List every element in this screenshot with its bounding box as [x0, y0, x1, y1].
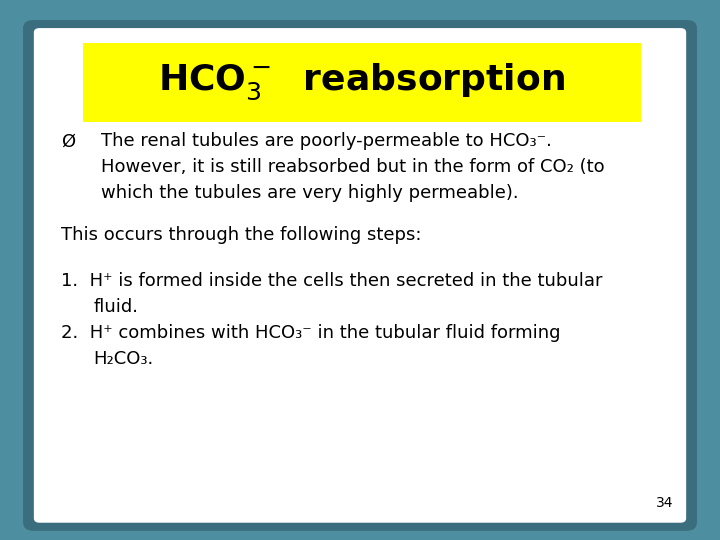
Text: HCO$_3^-$  reabsorption: HCO$_3^-$ reabsorption — [158, 62, 565, 103]
Text: 2.  H⁺ combines with HCO₃⁻ in the tubular fluid forming: 2. H⁺ combines with HCO₃⁻ in the tubular… — [61, 324, 561, 342]
Text: 1.  H⁺ is formed inside the cells then secreted in the tubular: 1. H⁺ is formed inside the cells then se… — [61, 272, 603, 291]
Text: which the tubules are very highly permeable).: which the tubules are very highly permea… — [101, 184, 518, 202]
FancyBboxPatch shape — [23, 20, 697, 531]
Text: H₂CO₃.: H₂CO₃. — [94, 350, 154, 368]
Text: The renal tubules are poorly-permeable to HCO₃⁻.: The renal tubules are poorly-permeable t… — [101, 132, 552, 150]
FancyBboxPatch shape — [83, 43, 641, 122]
Text: However, it is still reabsorbed but in the form of CO₂ (to: However, it is still reabsorbed but in t… — [101, 158, 604, 176]
FancyBboxPatch shape — [34, 28, 686, 523]
Text: 34: 34 — [656, 496, 673, 510]
Text: fluid.: fluid. — [94, 298, 139, 316]
Text: Ø: Ø — [61, 132, 76, 150]
Text: This occurs through the following steps:: This occurs through the following steps: — [61, 226, 422, 244]
